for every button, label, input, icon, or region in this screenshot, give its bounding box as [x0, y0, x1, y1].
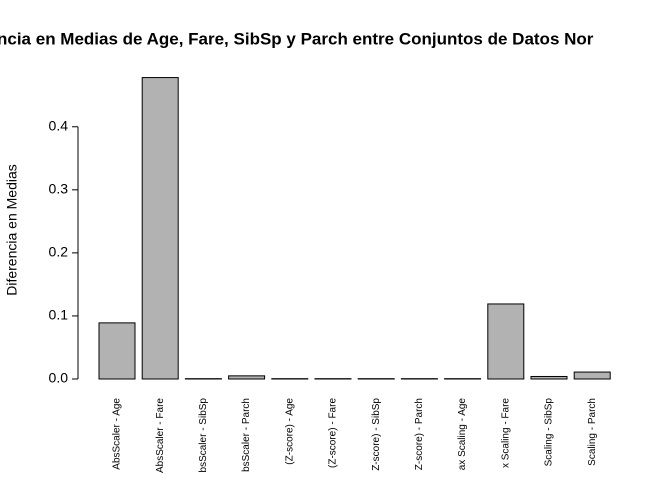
bar	[573, 371, 611, 380]
x-tick-label: ax Scaling - Age	[457, 398, 468, 471]
x-tick-label: Z-score) - Parch	[414, 398, 425, 470]
y-axis-label: Diferencia en Medias	[4, 164, 20, 296]
x-tick-label: (Z-score) - Fare	[328, 398, 339, 468]
x-tick-label: Scaling - SibSp	[544, 398, 555, 467]
x-tick-label: bsScaler - SibSp	[198, 398, 209, 473]
y-tick-label: 0.1	[49, 307, 69, 323]
x-tick-label: x Scaling - Fare	[500, 398, 511, 468]
chart-title: ncia en Medias de Age, Fare, SibSp y Par…	[0, 29, 594, 48]
bar	[530, 375, 568, 380]
x-tick-label: (Z-score) - Age	[284, 398, 295, 465]
y-tick-label: 0.0	[49, 370, 69, 386]
bar	[487, 303, 525, 380]
y-tick-label: 0.2	[49, 244, 69, 260]
y-tick-label: 0.4	[49, 117, 69, 133]
x-tick-label: bsScaler - Parch	[241, 398, 252, 472]
y-tick-label: 0.3	[49, 181, 69, 197]
bar	[141, 77, 179, 380]
x-tick-label: Z-score) - SibSp	[371, 398, 382, 471]
bar	[228, 375, 266, 380]
bar	[98, 322, 136, 380]
x-tick-label: AbsScaler - Fare	[155, 398, 166, 473]
x-tick-label: AbsScaler - Age	[112, 398, 123, 470]
x-tick-label: Scaling - Parch	[587, 398, 598, 466]
